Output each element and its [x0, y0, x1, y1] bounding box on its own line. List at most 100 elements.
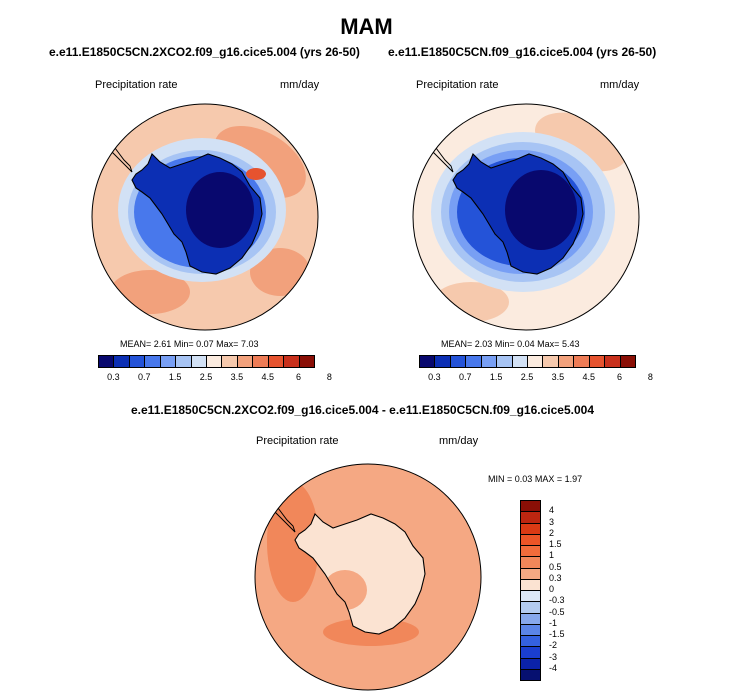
panel-2-units-label: mm/day — [600, 79, 640, 91]
panel-2-colorbar-swatch — [557, 355, 575, 368]
panel-2-colorbar-tick-label: 1.5 — [489, 372, 503, 382]
panel-2-colorbar-swatch — [527, 355, 544, 368]
panel-1-colorbar-tick-label: 2.5 — [199, 372, 213, 382]
panel-3-variable-label: Precipitation rate — [256, 435, 339, 447]
panel-3-colorbar-tick-label: -0.3 — [549, 595, 565, 606]
panel-1-colorbar-tick-label: 1.5 — [168, 372, 182, 382]
panel-1-polar-map — [91, 103, 319, 331]
panel-1-units-label: mm/day — [280, 79, 320, 91]
panel-2-colorbar-swatch — [434, 355, 451, 368]
panel-2-colorbar-tick-label: 8 — [647, 372, 653, 382]
interior-field — [186, 172, 254, 248]
panel-2-colorbar-swatch — [496, 355, 513, 368]
continent-field — [295, 514, 425, 634]
panel-2-mean-value: 2.03 — [474, 339, 493, 349]
panel-2-colorbar-swatch — [449, 355, 467, 368]
panel-2-colorbar-swatch — [511, 355, 528, 368]
panel-3-colorbar-tick-label: -1 — [549, 617, 558, 628]
panel-3-colorbar: 4 3 2 1.5 1 0.5 0.3 0 -0.3 -0.5 -1 -1.5 -2 -3 -4 — [520, 500, 580, 681]
panel-3-colorbar-tick-label: 1 — [549, 550, 555, 561]
panel-1-min-label: Min= — [173, 339, 194, 349]
panel-1-colorbar-tick-label: 4.5 — [261, 372, 274, 382]
panel-1-mean-value: 2.61 — [153, 339, 172, 349]
map-border — [412, 103, 640, 331]
panel-3-colorbar-tick-label: -1.5 — [549, 629, 565, 639]
panel-1-colorbar-swatch — [159, 355, 177, 368]
panel-1-colorbar-swatch — [98, 355, 115, 368]
panel-1-mean-label: MEAN= — [120, 339, 152, 349]
panel-2-colorbar-tick-label: 6 — [617, 372, 623, 382]
coastline-antarctica — [131, 153, 263, 275]
panel-1-colorbar-swatch — [252, 355, 269, 368]
panel-1-colorbar-swatch — [113, 355, 130, 368]
panel-1-max-value: 7.03 — [240, 339, 259, 349]
panel-1-colorbar-swatch — [267, 355, 285, 368]
panel-2-colorbar-tick-label: 0.7 — [459, 372, 472, 382]
panel-1-colorbar-swatch — [144, 355, 161, 368]
panel-3-min-value: 0.03 — [514, 474, 533, 484]
panel-2-colorbar-swatch — [465, 355, 482, 368]
panel-2-colorbar-swatch — [573, 355, 590, 368]
panel-1-colorbar-tick-label: 0.3 — [107, 372, 120, 382]
panel-2-colorbar-tick-label: 3.5 — [551, 372, 565, 382]
panel-1-stats: MEAN= 2.61 Min= 0.07 Max= 7.03 — [120, 339, 258, 349]
map-field — [413, 104, 639, 330]
peninsula-increase — [267, 482, 319, 602]
panel-1-colorbar-swatch — [221, 355, 238, 368]
panel-3-colorbar-tick-label: 4 — [549, 505, 555, 516]
panel-2-colorbar-tick-label: 4.5 — [582, 372, 595, 382]
panel-2-polar-map — [412, 103, 640, 331]
panel-3-max-label: MAX = — [534, 474, 563, 484]
panel-1-colorbar-swatch — [175, 355, 192, 368]
map-border — [91, 103, 319, 331]
panel-3-colorbar-tick-label: 1.5 — [549, 539, 562, 549]
map-field — [92, 104, 318, 330]
panel-1-colorbar-tick-label: 0.7 — [138, 372, 151, 382]
panel-2-min-value: 0.04 — [517, 339, 535, 349]
panel-2-min-label: Min= — [494, 339, 515, 349]
panel-1-colorbar-swatch — [298, 355, 315, 368]
panel-1-colorbar-swatch — [206, 355, 223, 368]
map-field — [255, 464, 481, 690]
panel-3-units-label: mm/day — [439, 435, 479, 447]
shelf-increase — [323, 570, 367, 610]
panel-1-max-label: Max= — [216, 339, 239, 349]
panel-2-max-label: Max= — [537, 339, 560, 349]
panel-3-colorbar-tick-label: -4 — [549, 662, 558, 673]
coastal-max — [246, 168, 266, 180]
panel-2-mean-label: MEAN= — [441, 339, 473, 349]
panel-3-colorbar-swatch — [520, 668, 541, 681]
panel-2-colorbar-swatch — [542, 355, 559, 368]
panel-1-colorbar: 0.3 0.7 1.5 2.5 3.5 4.5 6 8 — [98, 355, 332, 385]
panel-1-min-value: 0.07 — [196, 339, 214, 349]
panel-2-max-value: 5.43 — [561, 339, 580, 349]
panel-3-colorbar-tick-label: -3 — [549, 651, 558, 662]
panel-3-colorbar-tick-label: 0 — [549, 584, 555, 594]
panel-3-title: e.e11.E1850C5CN.2XCO2.f09_g16.cice5.004 … — [131, 403, 594, 417]
panel-3-colorbar-tick-label: 3 — [549, 516, 555, 527]
panel-1-colorbar-tick-label: 3.5 — [230, 372, 244, 382]
panel-3-polar-map — [254, 463, 482, 691]
panel-1-colorbar-swatch — [236, 355, 254, 368]
panel-2-title: e.e11.E1850C5CN.f09_g16.cice5.004 (yrs 2… — [388, 45, 657, 59]
panel-3-stats: MIN = 0.03 MAX = 1.97 — [488, 474, 582, 484]
coastline-antarctica — [294, 513, 426, 635]
panel-1-colorbar-swatch — [190, 355, 207, 368]
panel-3-colorbar-tick-label: -2 — [549, 640, 558, 651]
panel-1-colorbar-tick-label: 8 — [326, 372, 332, 382]
coastline-antarctica — [452, 153, 584, 275]
panel-3-colorbar-tick-label: 2 — [549, 527, 555, 538]
panel-3-min-label: MIN = — [488, 474, 513, 484]
panel-1-colorbar-swatch — [128, 355, 146, 368]
panel-1-colorbar-tick-label: 6 — [296, 372, 302, 382]
page-title: MAM — [340, 14, 393, 39]
panel-2-stats: MEAN= 2.03 Min= 0.04 Max= 5.43 — [441, 339, 579, 349]
ocean-high-3 — [250, 248, 310, 296]
panel-3-colorbar-tick-label: -0.5 — [549, 606, 565, 617]
interior-field — [505, 170, 577, 250]
panel-2-colorbar-swatch — [480, 355, 498, 368]
panel-1-variable-label: Precipitation rate — [95, 79, 178, 91]
panel-1-title: e.e11.E1850C5CN.2XCO2.f09_g16.cice5.004 … — [49, 45, 360, 59]
panel-3-colorbar-tick-label: 0.3 — [549, 572, 562, 583]
panel-2-colorbar-swatch — [619, 355, 636, 368]
